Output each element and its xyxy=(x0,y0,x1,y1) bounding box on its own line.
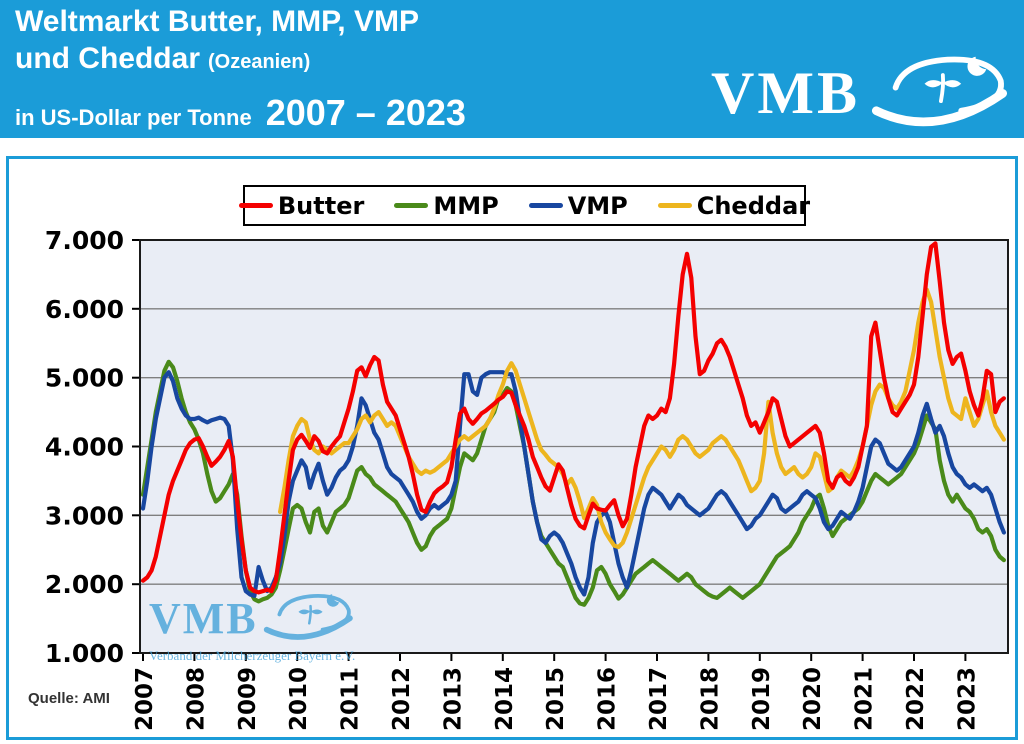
x-axis-label: 2016 xyxy=(595,667,621,731)
series-line-butter xyxy=(140,241,1006,595)
plot-border xyxy=(139,239,1009,654)
x-axis-label: 2007 xyxy=(132,667,158,731)
legend-label-vmp: VMP xyxy=(567,191,628,220)
legend-swatch-vmp xyxy=(528,203,563,208)
vmb-logo-text: VMB xyxy=(711,59,860,126)
vmb-swirl-icon xyxy=(864,49,1014,136)
legend-item-cheddar: Cheddar xyxy=(657,191,811,220)
legend-item-vmp: VMP xyxy=(528,191,628,220)
legend-swatch-cheddar xyxy=(657,203,692,208)
series-line-vmp xyxy=(140,370,1006,598)
page-title-line2-text: und Cheddar xyxy=(15,42,200,75)
y-axis-label: 7.000 xyxy=(45,226,124,255)
price-chart: 1.000 2.000 3.000 4.000 5.000 6.000 7.000 2007 2… xyxy=(45,226,1009,731)
x-axis-label: 2020 xyxy=(800,667,826,731)
header-banner: Weltmarkt Butter, MMP, VMP und Cheddar (O… xyxy=(0,0,1024,138)
x-axis-label: 2012 xyxy=(389,667,415,731)
x-axis-label: 2017 xyxy=(646,667,672,731)
page-subtitle-row: in US-Dollar per Tonne 2007 – 2023 xyxy=(15,92,466,134)
y-axis-label: 3.000 xyxy=(45,501,124,530)
x-axis-label: 2023 xyxy=(954,667,980,731)
x-axis-label: 2008 xyxy=(183,667,209,731)
y-axis-label: 1.000 xyxy=(45,639,124,668)
vmb-logo: VMB xyxy=(711,49,1014,136)
legend-item-mmp: MMP xyxy=(394,191,499,220)
x-axis-label: 2021 xyxy=(852,667,878,731)
legend-item-butter: Butter xyxy=(238,191,365,220)
x-axis-label: 2015 xyxy=(543,667,569,731)
y-axis-label: 5.000 xyxy=(45,364,124,393)
legend-label-mmp: MMP xyxy=(433,191,499,220)
chart-legend: Butter MMP VMP Cheddar xyxy=(238,185,810,226)
x-axis-label: 2011 xyxy=(338,667,364,731)
x-axis-label: 2014 xyxy=(492,667,518,731)
x-axis-label: 2022 xyxy=(903,667,929,731)
legend-swatch-mmp xyxy=(394,203,429,208)
source-note: Quelle: AMI xyxy=(28,690,110,707)
x-axis-label: 2009 xyxy=(235,667,261,731)
legend-swatch-butter xyxy=(238,203,273,208)
unit-subtitle: in US-Dollar per Tonne xyxy=(15,105,252,130)
page-title-line1: Weltmarkt Butter, MMP, VMP xyxy=(15,5,419,38)
page-title-line2: und Cheddar (Ozeanien) xyxy=(15,42,310,76)
period-label: 2007 – 2023 xyxy=(265,92,466,133)
x-axis-label: 2018 xyxy=(697,667,723,731)
x-axis-label: 2013 xyxy=(440,667,466,731)
y-axis-label: 4.000 xyxy=(45,433,124,462)
series-line-mmp xyxy=(140,359,1006,607)
x-axis-label: 2019 xyxy=(749,667,775,731)
chart-container: Butter MMP VMP Cheddar 1.000 2.000 3.000 4.000… xyxy=(6,156,1018,740)
legend-label-cheddar: Cheddar xyxy=(696,191,811,220)
page-title-region-note: (Ozeanien) xyxy=(208,51,311,73)
y-axis-label: 6.000 xyxy=(45,295,124,324)
x-axis-label: 2010 xyxy=(286,667,312,731)
y-axis-label: 2.000 xyxy=(45,570,124,599)
legend-label-butter: Butter xyxy=(277,191,365,220)
